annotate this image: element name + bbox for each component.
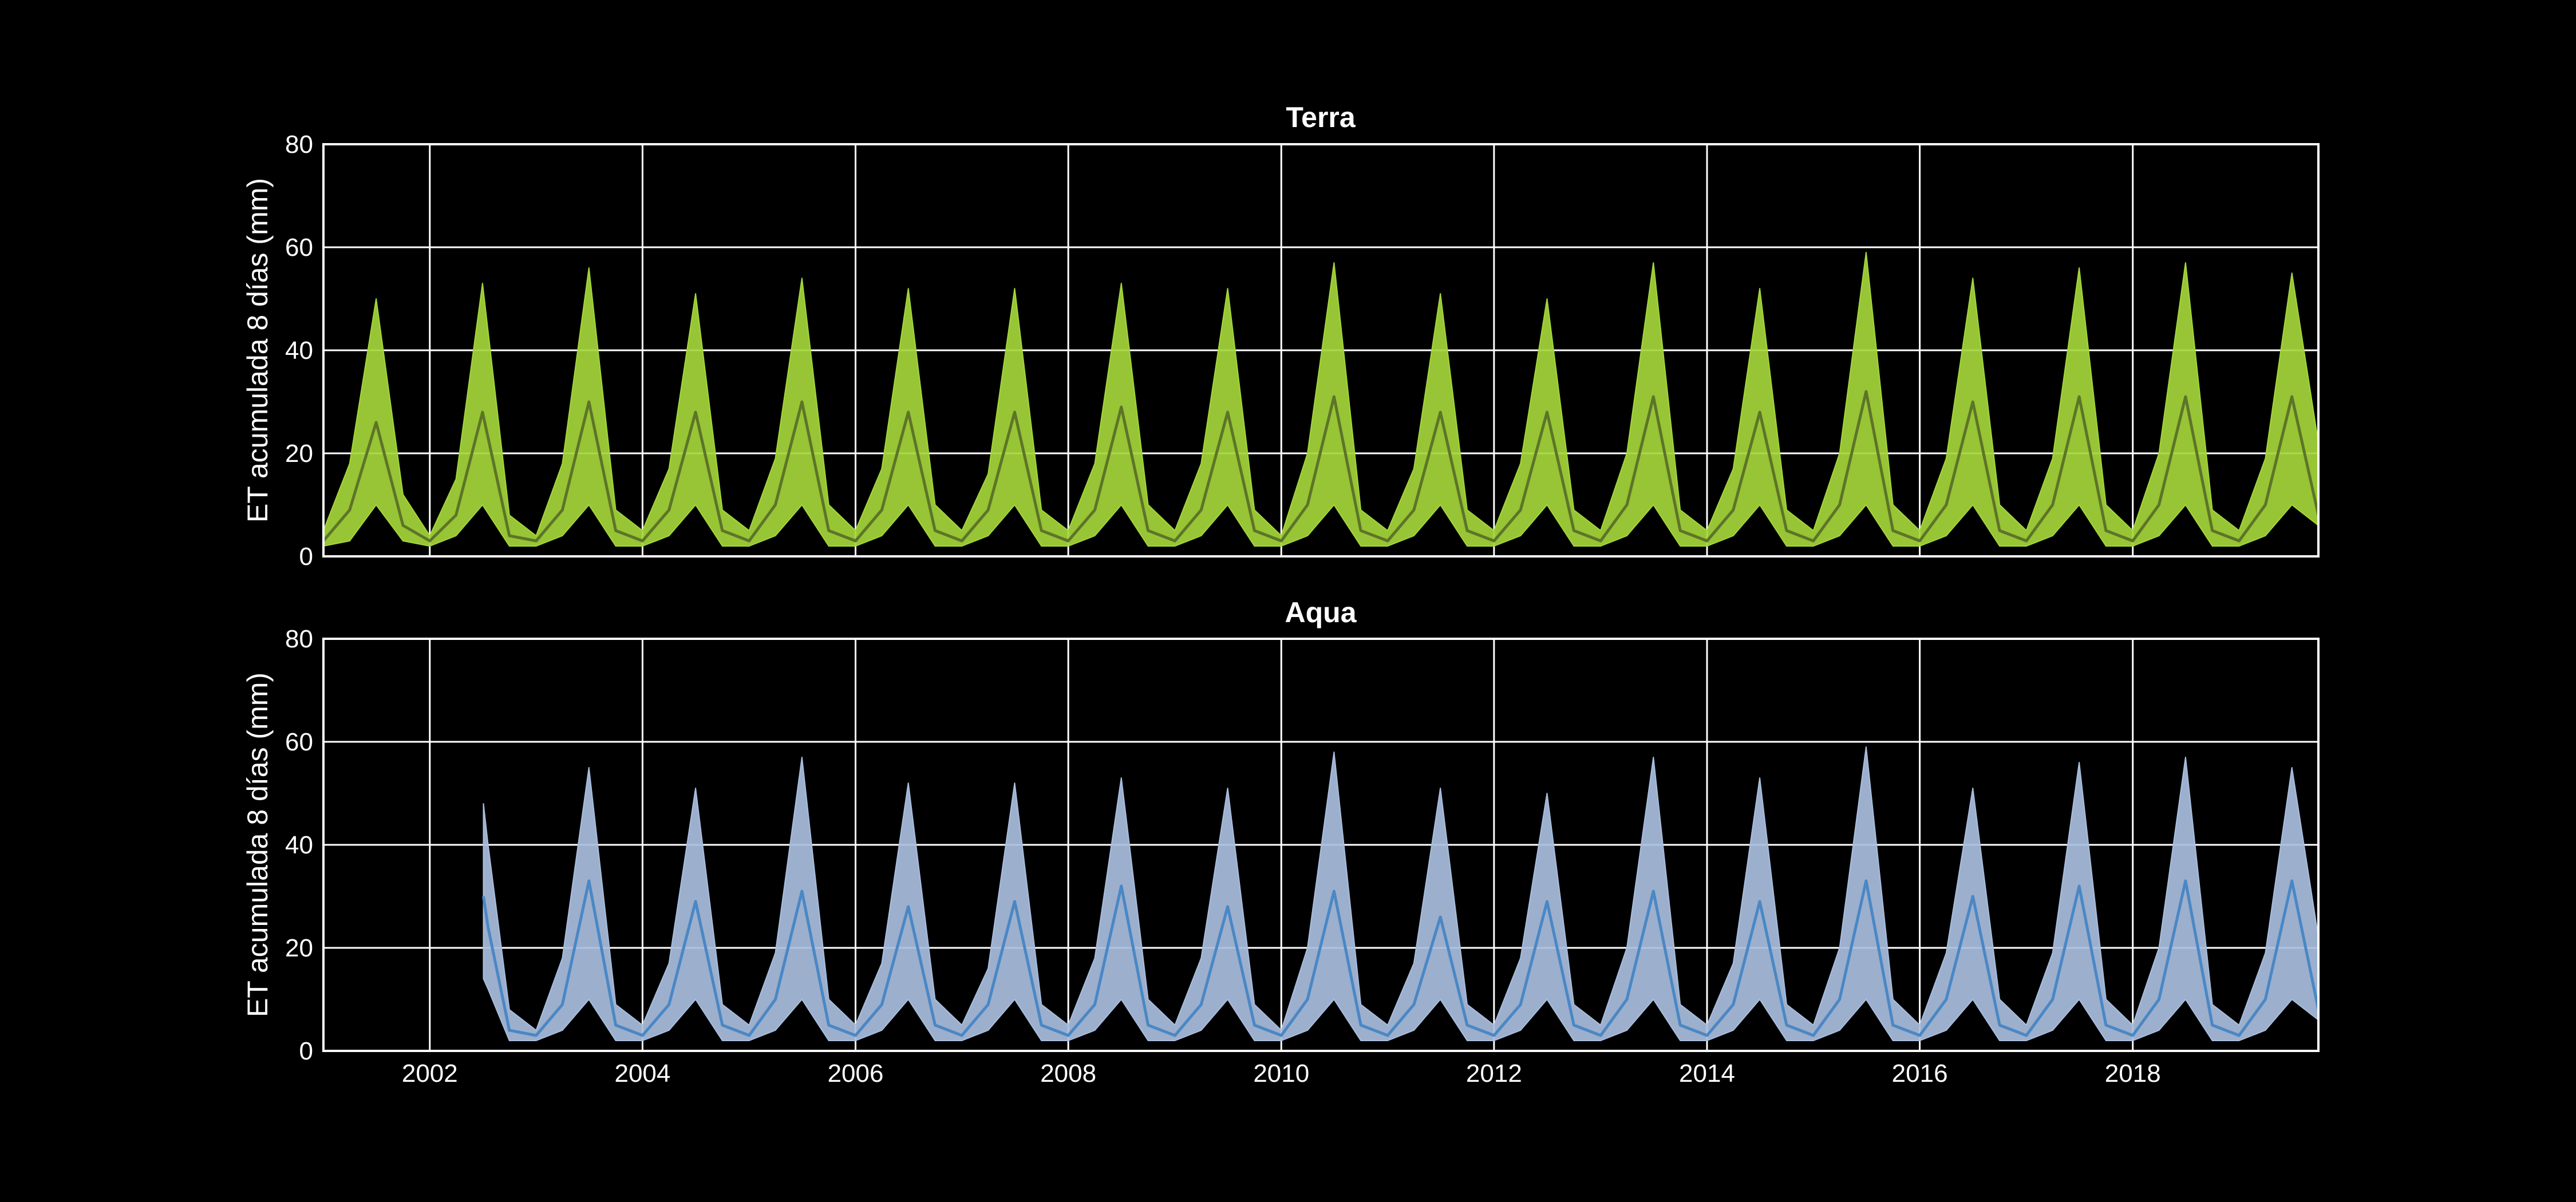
aqua-x-tick-label: 2010 [1253,1059,1309,1088]
terra-mean-line [323,390,2318,543]
aqua-axes-frame [322,638,2320,1052]
terra-y-tick-label: 40 [285,337,313,365]
aqua-y-axis-label: ET acumulada 8 días (mm) [242,673,274,1017]
aqua-x-tick-label: 2012 [1466,1059,1522,1088]
aqua-x-tick-label: 2002 [402,1059,458,1088]
aqua-title: Aqua [1285,596,1357,628]
aqua-envelope-layer [483,746,2318,1041]
terra-y-axis-label: ET acumulada 8 días (mm) [242,178,274,523]
aqua-envelope-area [483,746,2318,1041]
terra-panel: 0 20 40 60 80 Terra ET acumulada 8 días (mm) [242,101,2320,571]
aqua-y-tick-label: 60 [285,728,313,756]
aqua-x-ticks: 2002 2004 2006 2008 2010 2012 2014 2016 2018 [402,1059,2161,1088]
aqua-line-layer [482,879,2318,1037]
aqua-x-tick-label: 2018 [2105,1059,2161,1088]
terra-envelope-layer [323,252,2318,547]
terra-y-tick-label: 20 [285,440,313,468]
terra-y-tick-label: 60 [285,234,313,262]
terra-axes-frame [322,143,2320,557]
terra-y-tick-label: 0 [299,543,313,571]
aqua-x-tick-label: 2016 [1892,1059,1948,1088]
terra-envelope-area [323,252,2318,547]
aqua-y-tick-label: 80 [285,625,313,653]
aqua-mean-line [482,879,2318,1037]
terra-title: Terra [1286,101,1356,133]
aqua-x-tick-label: 2004 [614,1059,670,1088]
aqua-y-tick-label: 40 [285,831,313,859]
terra-line-layer [323,390,2318,543]
terra-y-tick-label: 80 [285,131,313,159]
aqua-x-tick-label: 2006 [828,1059,884,1088]
aqua-x-tick-label: 2014 [1679,1059,1735,1088]
aqua-x-tick-label: 2008 [1040,1059,1096,1088]
aqua-y-tick-label: 20 [285,934,313,962]
terra-y-ticks: 0 20 40 60 80 [285,131,313,571]
aqua-y-ticks: 0 20 40 60 80 [285,625,313,1065]
aqua-y-tick-label: 0 [299,1037,313,1065]
